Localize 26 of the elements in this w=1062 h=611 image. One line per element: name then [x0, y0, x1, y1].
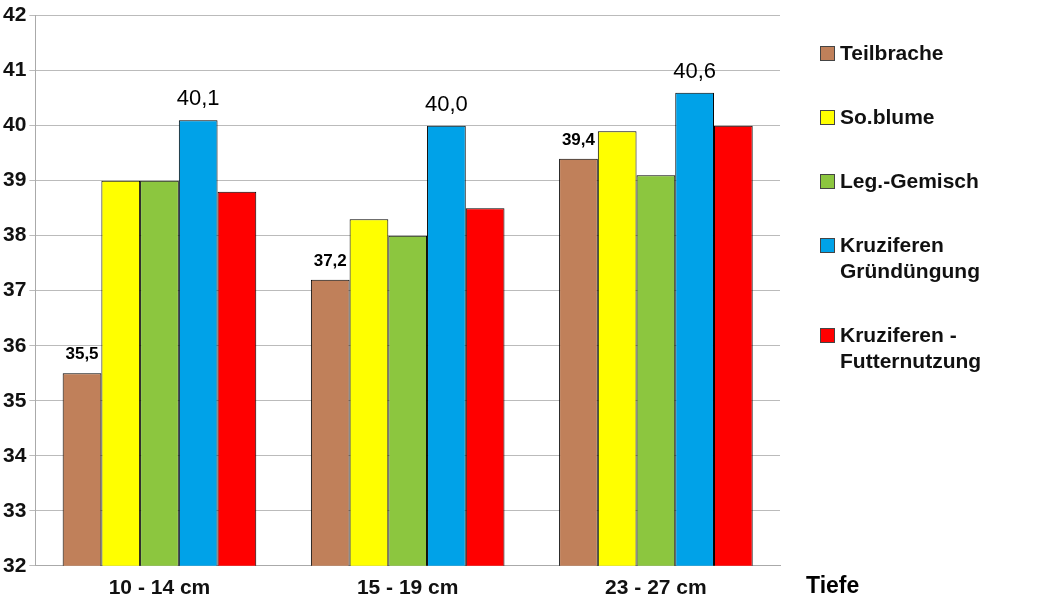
y-tick-label: 35 — [3, 387, 27, 411]
legend-label: Kruziferen Gründüngung — [840, 232, 981, 284]
legend-label: Leg.-Gemisch — [840, 168, 980, 194]
x-tick-label: 10 - 14 cm — [108, 575, 211, 599]
x-axis-title: Tiefe — [806, 572, 860, 599]
data-label: 40,6 — [673, 57, 717, 83]
x-tick-label: 23 - 27 cm — [605, 575, 707, 599]
y-tick-label: 41 — [3, 57, 27, 81]
y-tick-label: 34 — [3, 442, 27, 466]
data-label: 37,2 — [313, 250, 347, 270]
y-tick-label: 32 — [3, 552, 27, 576]
y-tick-label: 37 — [3, 277, 27, 301]
legend-label: Teilbrache — [840, 40, 945, 66]
data-label: 40,0 — [424, 90, 468, 116]
x-tick-label: 15 - 19 cm — [356, 575, 459, 599]
y-tick-label: 38 — [3, 222, 27, 246]
legend-label: So.blume — [840, 104, 936, 130]
data-label: 39,4 — [561, 129, 596, 149]
y-tick-label: 36 — [3, 332, 27, 356]
y-tick-label: 42 — [3, 2, 27, 26]
data-label: 35,5 — [65, 344, 99, 364]
legend-label: Kruziferen - Futternutzung — [840, 322, 983, 374]
y-tick-label: 33 — [3, 497, 27, 521]
y-tick-label: 40 — [3, 112, 27, 136]
data-label: 40,1 — [176, 85, 220, 111]
y-tick-label: 39 — [3, 167, 27, 191]
